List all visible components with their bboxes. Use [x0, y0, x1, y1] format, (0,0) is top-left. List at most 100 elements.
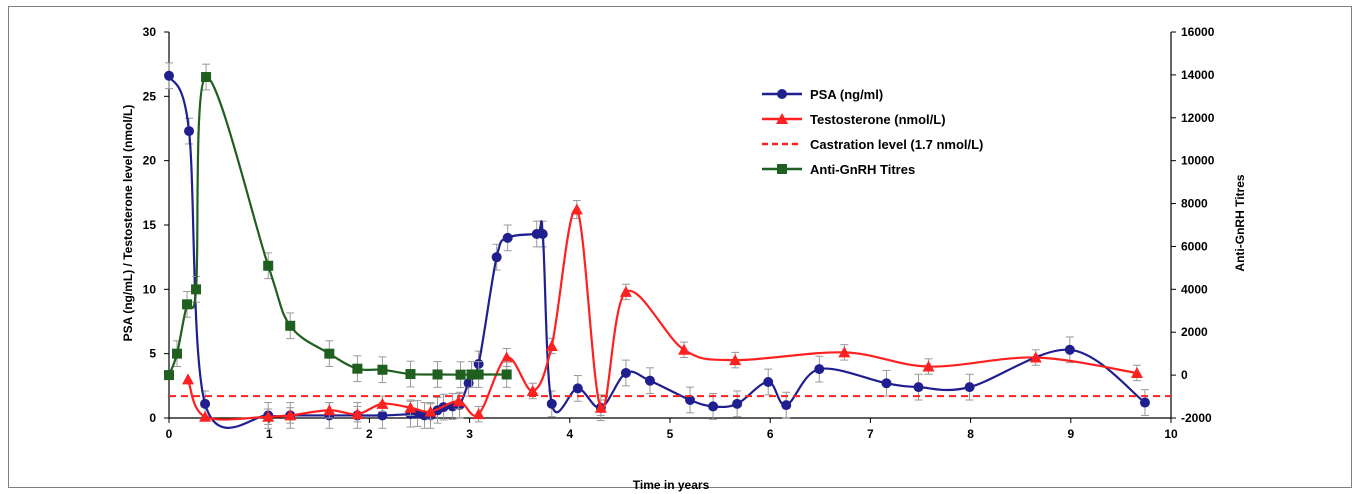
anti-gnrh-point: [285, 320, 296, 331]
series-anti-gnrh: [164, 63, 512, 389]
legend-marker-testosterone: [776, 113, 788, 124]
psa-point: [814, 364, 825, 375]
x-tick-label: 0: [166, 427, 173, 441]
anti-gnrh-point: [172, 348, 183, 359]
psa-point: [1139, 397, 1150, 408]
y-right-tick-label: 14000: [1181, 68, 1215, 82]
series-psa: [164, 62, 1150, 429]
psa-point: [572, 383, 583, 394]
y-left-tick-label: 30: [143, 25, 157, 39]
testosterone-point: [729, 354, 742, 366]
y-left-tick-label: 5: [149, 347, 156, 361]
legend-item-testosterone: Testosterone (nmol/L): [762, 112, 946, 127]
x-ticks: 0 1 2 3 4 5 6 7 8 9 10: [166, 418, 1178, 441]
psa-point: [685, 394, 696, 405]
chart-frame: [8, 6, 1352, 488]
psa-point: [546, 398, 557, 409]
y-left-tick-label: 20: [143, 154, 157, 168]
testosterone-point: [922, 360, 935, 372]
psa-point: [644, 375, 655, 386]
y-right-tick-label: 16000: [1181, 25, 1215, 39]
psa-point: [620, 367, 631, 378]
testosterone-line: [186, 208, 1138, 421]
legend-item-castration: Castration level (1.7 nmol/L): [762, 137, 983, 152]
psa-point: [377, 410, 388, 421]
testosterone-point: [526, 384, 539, 396]
psa-point: [491, 252, 502, 263]
x-tick-label: 5: [667, 427, 674, 441]
x-tick-label: 9: [1067, 427, 1074, 441]
psa-point: [164, 70, 174, 81]
legend-marker-psa: [777, 89, 787, 99]
anti-gnrh-point: [263, 260, 274, 271]
anti-gnrh-point: [182, 299, 193, 310]
psa-line: [167, 75, 1146, 429]
psa-point: [200, 398, 211, 409]
testosterone-point: [472, 408, 485, 420]
testosterone-point: [838, 346, 851, 358]
y-left-ticks: 0 5 10 15 20 25 30: [143, 25, 169, 425]
anti-gnrh-point: [466, 369, 477, 380]
y-right-tick-label: -2000: [1181, 411, 1212, 425]
series-testosterone: [182, 200, 1143, 425]
anti-gnrh-point: [405, 369, 416, 380]
testosterone-point: [351, 408, 364, 420]
x-tick-label: 7: [867, 427, 874, 441]
x-tick-label: 2: [366, 427, 373, 441]
psa-point: [881, 378, 892, 389]
y-left-tick-label: 25: [143, 89, 157, 103]
testosterone-point: [570, 203, 583, 215]
y-right-tick-label: 12000: [1181, 111, 1215, 125]
y-right-tick-label: 2000: [1181, 325, 1208, 339]
psa-point: [537, 229, 548, 240]
testosterone-point: [284, 409, 297, 421]
x-tick-label: 4: [566, 427, 573, 441]
testosterone-point: [500, 351, 513, 363]
y-right-tick-label: 4000: [1181, 282, 1208, 296]
legend-label-anti-gnrh: Anti-GnRH Titres: [810, 162, 915, 177]
anti-gnrh-point: [352, 363, 363, 374]
anti-gnrh-point: [473, 369, 484, 380]
psa-point: [708, 401, 719, 412]
psa-point: [502, 232, 513, 243]
psa-point: [763, 376, 774, 387]
y-left-axis-title: PSA (ng/mL) / Testosterone level (nmol/L…: [121, 105, 135, 342]
legend-label-testosterone: Testosterone (nmol/L): [810, 112, 946, 127]
y-right-axis-title: Anti-GnRH Titres: [1233, 174, 1247, 271]
psa-point: [732, 398, 743, 409]
testosterone-point: [404, 401, 417, 413]
x-tick-label: 1: [266, 427, 273, 441]
legend-label-castration: Castration level (1.7 nmol/L): [810, 137, 983, 152]
anti-gnrh-point: [324, 348, 335, 359]
legend: PSA (ng/ml) Testosterone (nmol/L) Castra…: [762, 87, 983, 177]
psa-point: [1064, 344, 1075, 355]
y-right-tick-label: 6000: [1181, 239, 1208, 253]
legend-marker-anti-gnrh: [777, 164, 787, 174]
psa-point: [913, 382, 924, 393]
testosterone-point: [594, 401, 607, 413]
x-tick-label: 6: [767, 427, 774, 441]
y-right-ticks: -2000 0 2000 4000 6000 8000 10000 12000 14000 160…: [1171, 25, 1215, 425]
psa-point: [964, 382, 975, 393]
testosterone-point: [262, 410, 275, 422]
y-right-tick-label: 8000: [1181, 197, 1208, 211]
series-layer: [164, 62, 1171, 429]
testosterone-point: [1130, 366, 1143, 378]
legend-item-psa: PSA (ng/ml): [762, 87, 883, 102]
anti-gnrh-point: [164, 370, 174, 381]
anti-gnrh-point: [201, 72, 212, 83]
testosterone-point: [619, 285, 632, 297]
x-axis-title: Time in years: [633, 478, 710, 492]
y-left-tick-label: 10: [143, 282, 157, 296]
testosterone-point: [376, 397, 389, 409]
testosterone-point: [182, 373, 195, 385]
psa-point: [184, 126, 195, 137]
testosterone-point: [678, 343, 691, 355]
psa-point: [463, 378, 474, 389]
x-tick-label: 10: [1164, 427, 1178, 441]
legend-label-psa: PSA (ng/ml): [810, 87, 883, 102]
x-tick-label: 8: [967, 427, 974, 441]
testosterone-point: [545, 339, 558, 351]
testosterone-point: [323, 404, 336, 416]
